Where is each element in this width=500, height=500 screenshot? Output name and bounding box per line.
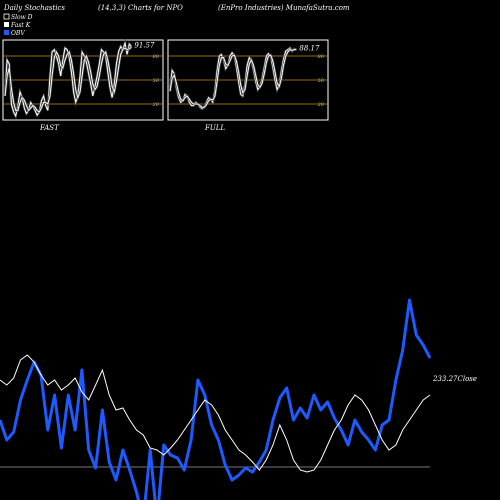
- fast-stochastic-panel: 80 50 20 91.57: [2, 38, 164, 121]
- header-left-text: Daily Stochastics: [3, 4, 65, 12]
- last-value-label: 88.17: [299, 44, 320, 52]
- legend-swatch-slow-d: [3, 13, 10, 20]
- obv-line: [0, 298, 432, 500]
- fast-panel-caption: FAST: [39, 124, 60, 132]
- slow-d-line: [4, 46, 132, 113]
- level-label-20: 20: [317, 102, 325, 108]
- price-obv-panel: [0, 298, 432, 500]
- level-label-50: 50: [318, 78, 325, 84]
- level-label-20: 20: [152, 102, 160, 108]
- header-center-text: (14,3,3) Charts for NPO: [98, 4, 183, 12]
- close-price-line: [0, 354, 431, 473]
- level-label-50: 50: [153, 78, 160, 84]
- legend-label-obv: OBV: [11, 30, 25, 37]
- legend-label-fast-k: Fast K: [10, 22, 31, 29]
- close-price-label: 233.27Close: [432, 375, 477, 383]
- full-stochastic-panel: 80 50 20 88.17: [167, 39, 329, 121]
- slow-d-line: [169, 49, 297, 108]
- legend-label-slow-d: Slow D: [11, 14, 33, 21]
- header-right-text: (EnPro Industries) MunafaSutra.com: [218, 4, 350, 12]
- level-label-80: 80: [153, 54, 160, 60]
- full-panel-caption: FULL: [204, 124, 225, 132]
- legend: Slow D Fast K OBV: [3, 13, 33, 37]
- level-label-80: 80: [318, 54, 325, 60]
- legend-swatch-obv: [4, 30, 9, 35]
- legend-swatch-fast-k: [4, 22, 9, 27]
- last-value-label: 91.57: [134, 42, 155, 50]
